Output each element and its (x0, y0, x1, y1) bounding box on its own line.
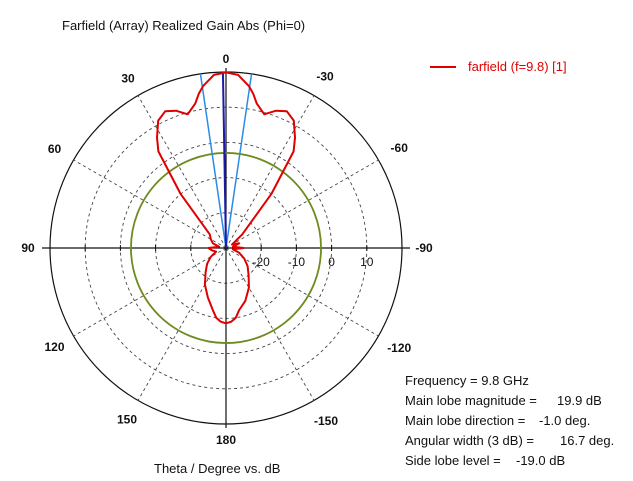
grid-spoke (137, 95, 227, 249)
angle-tick-label: -150 (314, 414, 338, 428)
angle-tick-label: 30 (121, 71, 135, 85)
info-side-lobe-level: Side lobe level = -19.0 dB (405, 451, 565, 471)
reference-circle (130, 152, 322, 344)
grid-spoke (225, 95, 315, 249)
info-angular-width: Angular width (3 dB) = 16.7 deg. (405, 431, 614, 451)
legend: farfield (f=9.8) [1] (430, 59, 567, 74)
info-main-lobe-magnitude: Main lobe magnitude = 19.9 dB (405, 391, 602, 411)
beam-width-line (199, 73, 227, 249)
info-main-lobe-direction: Main lobe direction = -1.0 deg. (405, 411, 590, 431)
grid-spoke (225, 159, 379, 249)
grid-spoke (137, 247, 227, 401)
angle-tick-label: 150 (117, 412, 137, 426)
angle-tick-label: 60 (48, 142, 62, 156)
info-angular-width-label: Angular width (3 dB) = (405, 433, 534, 448)
info-main-lobe-magnitude-value: 19.9 dB (557, 393, 602, 408)
radial-tick-label: -20 (253, 255, 271, 269)
angle-tick-label: 180 (216, 433, 236, 447)
legend-swatch (430, 65, 456, 68)
grid-spoke (73, 247, 227, 337)
angle-tick-label: -30 (316, 70, 334, 84)
grid-spoke (225, 247, 379, 337)
info-frequency: Frequency = 9.8 GHz (405, 371, 537, 391)
series-line-0 (156, 71, 296, 325)
info-main-lobe-direction-value: -1.0 deg. (539, 413, 591, 428)
angle-tick-label: -90 (415, 241, 433, 255)
info-side-lobe-level-label: Side lobe level = (405, 453, 501, 468)
info-side-lobe-level-value: -19.0 dB (516, 453, 566, 468)
angle-tick-label: 90 (21, 241, 35, 255)
angle-tick-label: -120 (387, 341, 411, 355)
tick-label-layer: 0 30 60 90 120 150 180 -150 -120 -90 -60 -30 -20 -10 0… (21, 52, 433, 447)
angle-tick-label: 0 (223, 52, 230, 66)
radial-tick-label: -10 (288, 255, 306, 269)
trace-layer (156, 71, 296, 325)
info-frequency-label: Frequency = 9.8 GHz (405, 373, 529, 388)
radial-tick-label: 0 (328, 255, 335, 269)
legend-label: farfield (f=9.8) [1] (468, 59, 567, 74)
chart-title: Farfield (Array) Realized Gain Abs (Phi=… (62, 18, 306, 33)
reference-layer (130, 72, 322, 344)
angle-tick-label: 120 (45, 340, 65, 354)
info-main-lobe-magnitude-label: Main lobe magnitude = (405, 393, 537, 408)
grid-spoke (73, 159, 227, 249)
info-angular-width-value: 16.7 deg. (560, 433, 615, 448)
angle-tick-label: -60 (391, 141, 409, 155)
main-lobe-line (221, 72, 227, 249)
radial-tick-label: 10 (360, 255, 374, 269)
beam-width-line (225, 73, 253, 249)
x-axis-label: Theta / Degree vs. dB (154, 461, 281, 476)
info-main-lobe-direction-label: Main lobe direction = (405, 413, 526, 428)
grid-spoke (225, 247, 315, 401)
info-panel: Frequency = 9.8 GHz Main lobe magnitude … (405, 371, 614, 471)
